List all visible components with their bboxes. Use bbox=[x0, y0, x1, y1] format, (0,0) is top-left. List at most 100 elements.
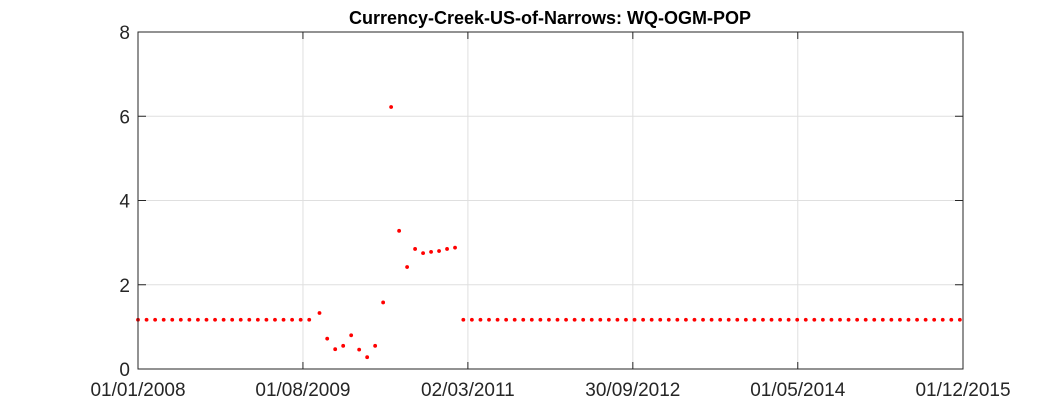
data-point bbox=[658, 317, 663, 322]
data-point bbox=[213, 317, 217, 322]
y-tick-label: 6 bbox=[119, 107, 130, 128]
data-point bbox=[718, 317, 723, 322]
data-point bbox=[521, 317, 526, 322]
data-point bbox=[906, 317, 911, 322]
data-point bbox=[709, 317, 714, 322]
data-point bbox=[889, 317, 894, 322]
data-point bbox=[461, 317, 466, 322]
data-point bbox=[923, 317, 928, 322]
data-point bbox=[701, 317, 705, 322]
data-point bbox=[504, 317, 509, 322]
x-tick-label: 01/08/2009 bbox=[255, 380, 350, 401]
data-point bbox=[692, 317, 697, 322]
data-point bbox=[940, 317, 945, 322]
data-point bbox=[898, 317, 902, 322]
x-tick-label: 02/03/2011 bbox=[421, 380, 515, 401]
data-point bbox=[572, 317, 577, 322]
x-tick-label: 01/05/2014 bbox=[750, 380, 846, 401]
tick-labels: 01/01/2008 01/08/2009 02/03/2011 30/09/2012… bbox=[90, 23, 1010, 401]
data-point bbox=[487, 317, 491, 322]
x-tick-label: 01/12/2015 bbox=[915, 380, 1010, 401]
data-point bbox=[769, 317, 774, 322]
data-point bbox=[469, 317, 474, 322]
data-point bbox=[778, 317, 782, 322]
data-point bbox=[581, 317, 586, 322]
data-point bbox=[564, 317, 568, 322]
data-point bbox=[795, 317, 800, 322]
data-point bbox=[632, 317, 637, 322]
data-point bbox=[187, 317, 192, 322]
data-point bbox=[290, 317, 294, 322]
data-point bbox=[949, 317, 954, 322]
data-point bbox=[684, 317, 688, 322]
data-point bbox=[317, 311, 322, 315]
data-point bbox=[325, 336, 330, 341]
data-point bbox=[957, 317, 962, 322]
data-point bbox=[803, 317, 808, 322]
data-point bbox=[838, 317, 842, 322]
data-point bbox=[153, 317, 158, 322]
y-tick-label: 4 bbox=[119, 192, 130, 213]
data-point bbox=[820, 317, 825, 322]
data-point bbox=[846, 317, 851, 322]
data-point bbox=[675, 317, 680, 322]
data-point bbox=[880, 317, 885, 322]
data-point bbox=[786, 317, 791, 322]
data-point bbox=[230, 317, 235, 322]
data-point bbox=[170, 317, 175, 322]
axis-ticks bbox=[137, 31, 964, 370]
data-point bbox=[666, 317, 671, 322]
data-point bbox=[812, 317, 817, 322]
data-point bbox=[238, 317, 243, 322]
grid-lines bbox=[138, 32, 963, 369]
data-point bbox=[273, 317, 277, 322]
data-point bbox=[298, 317, 303, 322]
data-point bbox=[144, 317, 149, 322]
data-point bbox=[726, 317, 731, 322]
data-point bbox=[735, 317, 740, 322]
data-point bbox=[641, 317, 646, 322]
y-tick-label: 8 bbox=[119, 23, 130, 44]
data-point bbox=[589, 317, 594, 322]
data-point bbox=[649, 317, 654, 322]
data-point bbox=[547, 317, 551, 322]
chart-title: Currency-Creek-US-of-Narrows: WQ-OGM-POP bbox=[349, 8, 751, 28]
data-point bbox=[365, 355, 370, 360]
data-point bbox=[429, 249, 433, 254]
data-point bbox=[915, 317, 919, 322]
data-point bbox=[221, 317, 226, 322]
data-point bbox=[373, 343, 378, 348]
data-point bbox=[555, 317, 560, 322]
data-point bbox=[397, 228, 402, 233]
data-point bbox=[855, 317, 860, 322]
data-point bbox=[255, 317, 260, 322]
data-point bbox=[405, 265, 410, 269]
data-point bbox=[624, 317, 628, 322]
data-point bbox=[538, 317, 543, 322]
data-point bbox=[204, 317, 209, 322]
data-point bbox=[478, 317, 483, 322]
x-tick-label: 30/09/2012 bbox=[585, 380, 680, 401]
data-point bbox=[598, 317, 603, 322]
data-point bbox=[307, 317, 312, 322]
data-point bbox=[872, 317, 877, 322]
data-point bbox=[437, 249, 441, 253]
data-point bbox=[761, 317, 765, 322]
data-point bbox=[381, 300, 386, 305]
data-point bbox=[445, 247, 449, 251]
data-point bbox=[829, 317, 834, 322]
data-point bbox=[341, 343, 346, 348]
data-point bbox=[863, 317, 868, 322]
data-point bbox=[453, 245, 457, 250]
data-point bbox=[389, 105, 394, 109]
data-point bbox=[529, 317, 534, 322]
data-points bbox=[136, 105, 962, 360]
data-point bbox=[247, 317, 252, 322]
data-point bbox=[196, 317, 200, 322]
data-point bbox=[606, 317, 611, 322]
data-point bbox=[752, 317, 757, 322]
data-point bbox=[281, 317, 286, 322]
data-point bbox=[357, 347, 362, 352]
data-point bbox=[178, 317, 183, 322]
